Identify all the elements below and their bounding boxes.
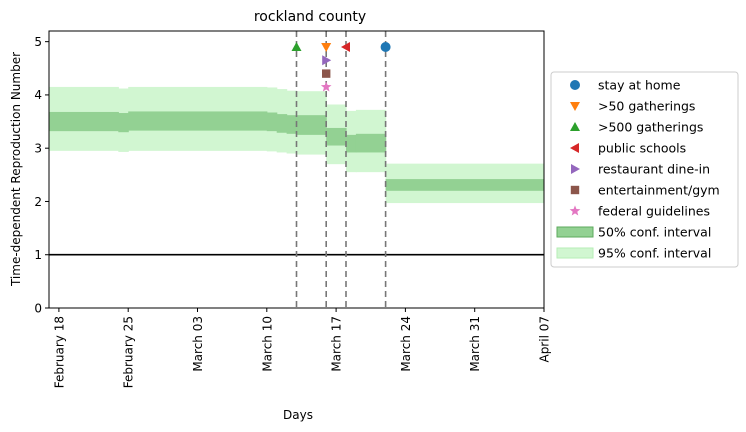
legend-marker [569,205,581,216]
legend-entry: entertainment/gym [570,183,720,198]
legend-entry: 50% conf. interval [556,225,711,240]
legend-label: 95% conf. interval [598,246,711,261]
legend-label: public schools [598,141,686,156]
intervention-marker [341,41,350,52]
legend-marker [571,164,580,174]
x-axis: February 18 February 25 March 03 March 10 Ma… [52,308,552,388]
y-tick-label: 3 [34,141,42,155]
chart-title: rockland county [254,9,366,25]
legend-entry: >500 gatherings [570,120,703,135]
legend-label: entertainment/gym [598,183,720,198]
ci50-band-segment [266,112,278,132]
ci50-band-segment [49,111,119,132]
legend-entry: restaurant dine-in [571,162,710,177]
x-tick-label: April 07 [538,316,552,363]
legend-entry: >50 gatherings [570,99,695,114]
intervention-marker [320,81,332,92]
ci50-band-segment [385,179,544,191]
legend-entry: federal guidelines [569,204,710,219]
y-tick-label: 4 [34,88,42,102]
intervention-marker [291,41,302,51]
intervention-marker [380,41,391,52]
legend: stay at home >50 gatherings >500 gathering… [550,71,739,268]
legend-marker [570,185,580,195]
legend-label: restaurant dine-in [598,162,710,177]
legend-entry: 95% conf. interval [556,246,711,261]
legend-patch [556,226,594,238]
y-tick-label: 5 [34,35,42,49]
y-tick-label: 2 [34,195,42,209]
x-tick-label: March 03 [191,316,205,372]
legend-label: >500 gatherings [598,120,703,135]
legend-marker [570,80,580,90]
x-tick-label: March 17 [330,316,344,372]
legend-label: >50 gatherings [598,99,695,114]
intervention-marker [322,69,331,78]
y-tick-label: 1 [34,248,42,262]
y-axis-title: Time-dependent Reproduction Number [9,52,23,287]
plot-area [48,30,545,309]
x-tick-label: February 18 [52,316,66,388]
y-axis: 0 1 2 3 4 5 [34,35,49,315]
y-tick-label: 0 [34,301,42,315]
legend-label: 50% conf. interval [598,225,711,240]
x-tick-label: March 24 [399,316,413,372]
plot-content [49,31,544,308]
legend-marker [570,102,580,111]
legend-marker [570,122,580,131]
ci50-band-segment [296,115,327,135]
intervention-marker [322,55,332,66]
legend-entry: stay at home [570,78,681,93]
x-tick-label: February 25 [122,316,136,388]
x-tick-label: March 31 [468,316,482,372]
x-tick-label: March 10 [260,316,274,372]
x-axis-title: Days [283,408,313,422]
legend-box [550,71,739,268]
ci50-band-segment [346,134,357,153]
ci50-band-segment [326,127,347,146]
legend-label: federal guidelines [598,204,710,219]
ci50-band-segment [276,114,288,133]
legend-entry: public schools [570,141,686,156]
ci50-band-segment [118,113,129,133]
legend-label: stay at home [598,78,681,93]
ci50-band-segment [355,133,387,153]
ci50-band-segment [128,111,268,131]
legend-patch [556,247,594,259]
intervention-marker [321,42,332,52]
ci50-band-segment [286,115,298,134]
plot-frame [48,30,545,309]
legend-marker [570,143,579,153]
